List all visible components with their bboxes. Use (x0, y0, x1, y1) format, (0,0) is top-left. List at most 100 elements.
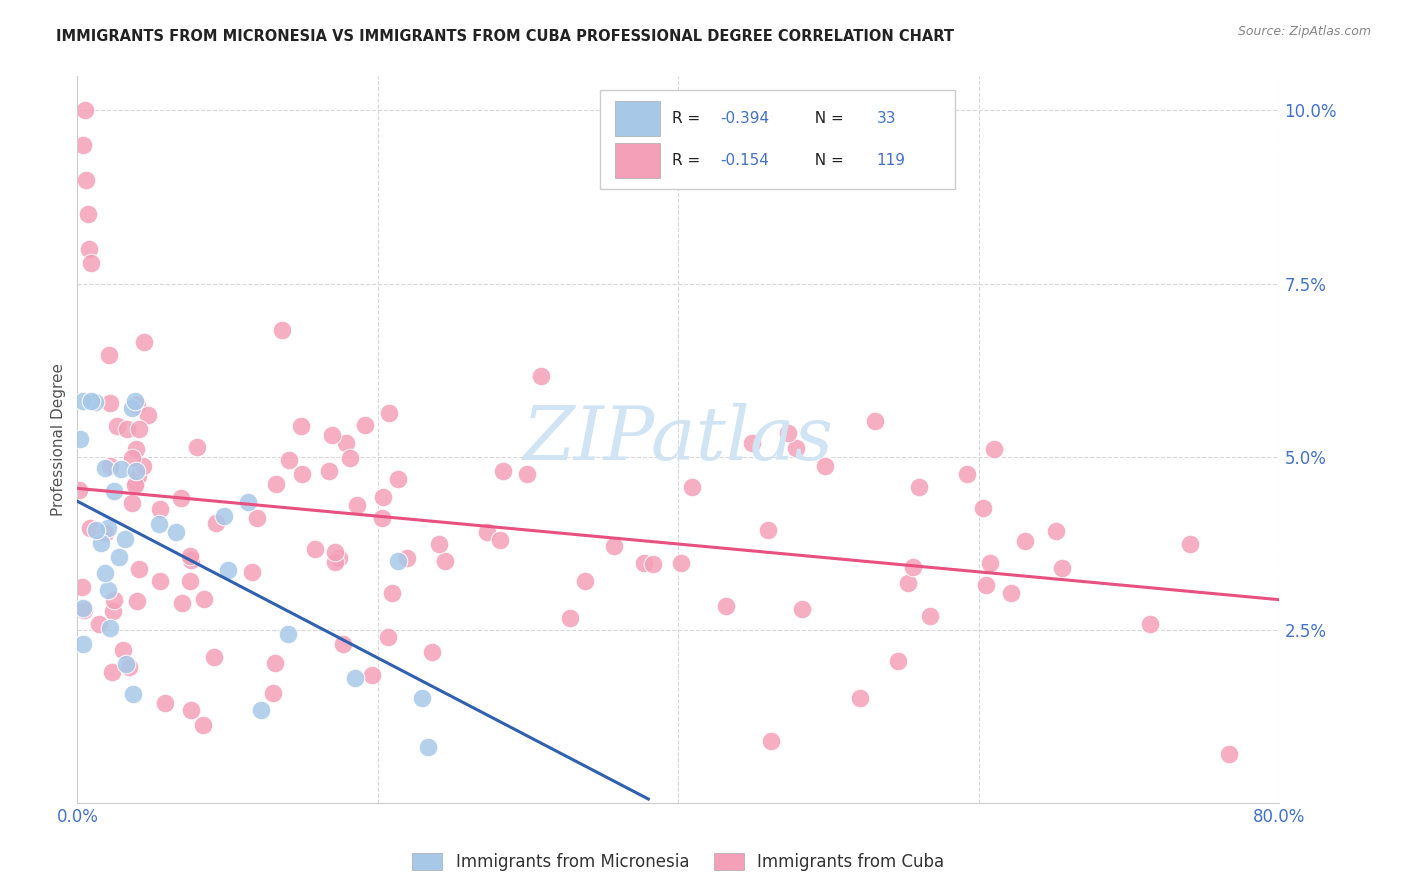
Point (124, 477, 146, 491)
Point (165, 524, 187, 539)
Point (907, 479, 929, 493)
Point (100, 621, 122, 635)
Text: -0.394: -0.394 (720, 112, 769, 126)
Point (321, 427, 343, 442)
Point (170, 491, 193, 505)
Point (72, 138, 94, 153)
Point (125, 475, 148, 490)
Point (193, 591, 215, 606)
Point (335, 435, 357, 450)
Point (603, 540, 626, 554)
Point (180, 703, 202, 717)
Point (121, 401, 143, 416)
Point (1050, 560, 1073, 574)
Point (73, 603, 96, 617)
Text: Source: ZipAtlas.com: Source: ZipAtlas.com (1237, 25, 1371, 38)
Point (124, 394, 146, 409)
Point (97, 582, 120, 597)
Point (416, 740, 439, 755)
Point (377, 405, 399, 419)
Point (304, 541, 326, 556)
Point (778, 426, 800, 441)
Point (101, 604, 124, 618)
Point (761, 734, 783, 748)
Point (475, 525, 498, 540)
Point (134, 335, 156, 350)
Point (790, 602, 813, 616)
Point (110, 462, 132, 476)
Point (148, 516, 170, 531)
Point (785, 441, 807, 455)
Point (149, 502, 172, 516)
Text: ZIPatlas: ZIPatlas (523, 403, 834, 475)
Point (75, 172, 97, 186)
Point (101, 665, 124, 679)
Point (98, 395, 121, 409)
Point (127, 594, 149, 608)
Point (516, 467, 538, 482)
Point (89, 616, 111, 631)
Point (381, 586, 404, 600)
Point (492, 464, 515, 478)
Point (153, 697, 176, 711)
Point (814, 458, 837, 473)
Point (323, 555, 346, 569)
Text: 33: 33 (877, 112, 896, 126)
Point (72, 600, 94, 615)
Point (83, 394, 105, 409)
Point (103, 484, 125, 499)
Point (681, 480, 703, 494)
Point (149, 574, 172, 588)
Point (69, 432, 91, 446)
Point (1218, 747, 1240, 761)
Point (361, 668, 384, 682)
Point (79, 242, 101, 256)
Point (212, 509, 235, 524)
Point (121, 450, 143, 465)
Point (420, 645, 443, 659)
Point (271, 323, 294, 337)
Text: N =: N = (804, 153, 848, 168)
Point (180, 553, 202, 567)
Point (427, 537, 450, 551)
Point (79, 521, 101, 535)
Point (530, 368, 553, 383)
Point (574, 574, 596, 588)
Text: N =: N = (804, 112, 848, 126)
Y-axis label: Professional Degree: Professional Degree (51, 363, 66, 516)
Point (72, 394, 94, 409)
Point (70, 580, 93, 594)
Point (848, 691, 870, 706)
Point (865, 415, 887, 429)
Point (328, 551, 350, 566)
Point (128, 422, 150, 436)
Point (918, 609, 941, 624)
Point (434, 554, 457, 568)
Point (641, 557, 664, 571)
Point (114, 532, 136, 546)
Point (240, 565, 263, 579)
Point (172, 596, 194, 610)
Point (67, 483, 90, 497)
Point (972, 501, 994, 516)
Point (395, 551, 418, 566)
Point (353, 417, 375, 432)
Point (80, 394, 103, 409)
Point (105, 419, 128, 434)
Point (122, 687, 145, 701)
Point (205, 516, 228, 530)
Point (236, 494, 259, 508)
Point (979, 557, 1001, 571)
Point (84, 524, 107, 538)
Point (1045, 524, 1067, 538)
Point (73, 103, 96, 118)
Point (741, 435, 763, 450)
FancyBboxPatch shape (614, 143, 661, 178)
Point (76, 207, 98, 221)
Point (125, 442, 148, 456)
Point (290, 419, 312, 434)
Point (250, 703, 273, 717)
Point (97, 521, 120, 535)
Point (714, 599, 737, 613)
Point (346, 499, 368, 513)
